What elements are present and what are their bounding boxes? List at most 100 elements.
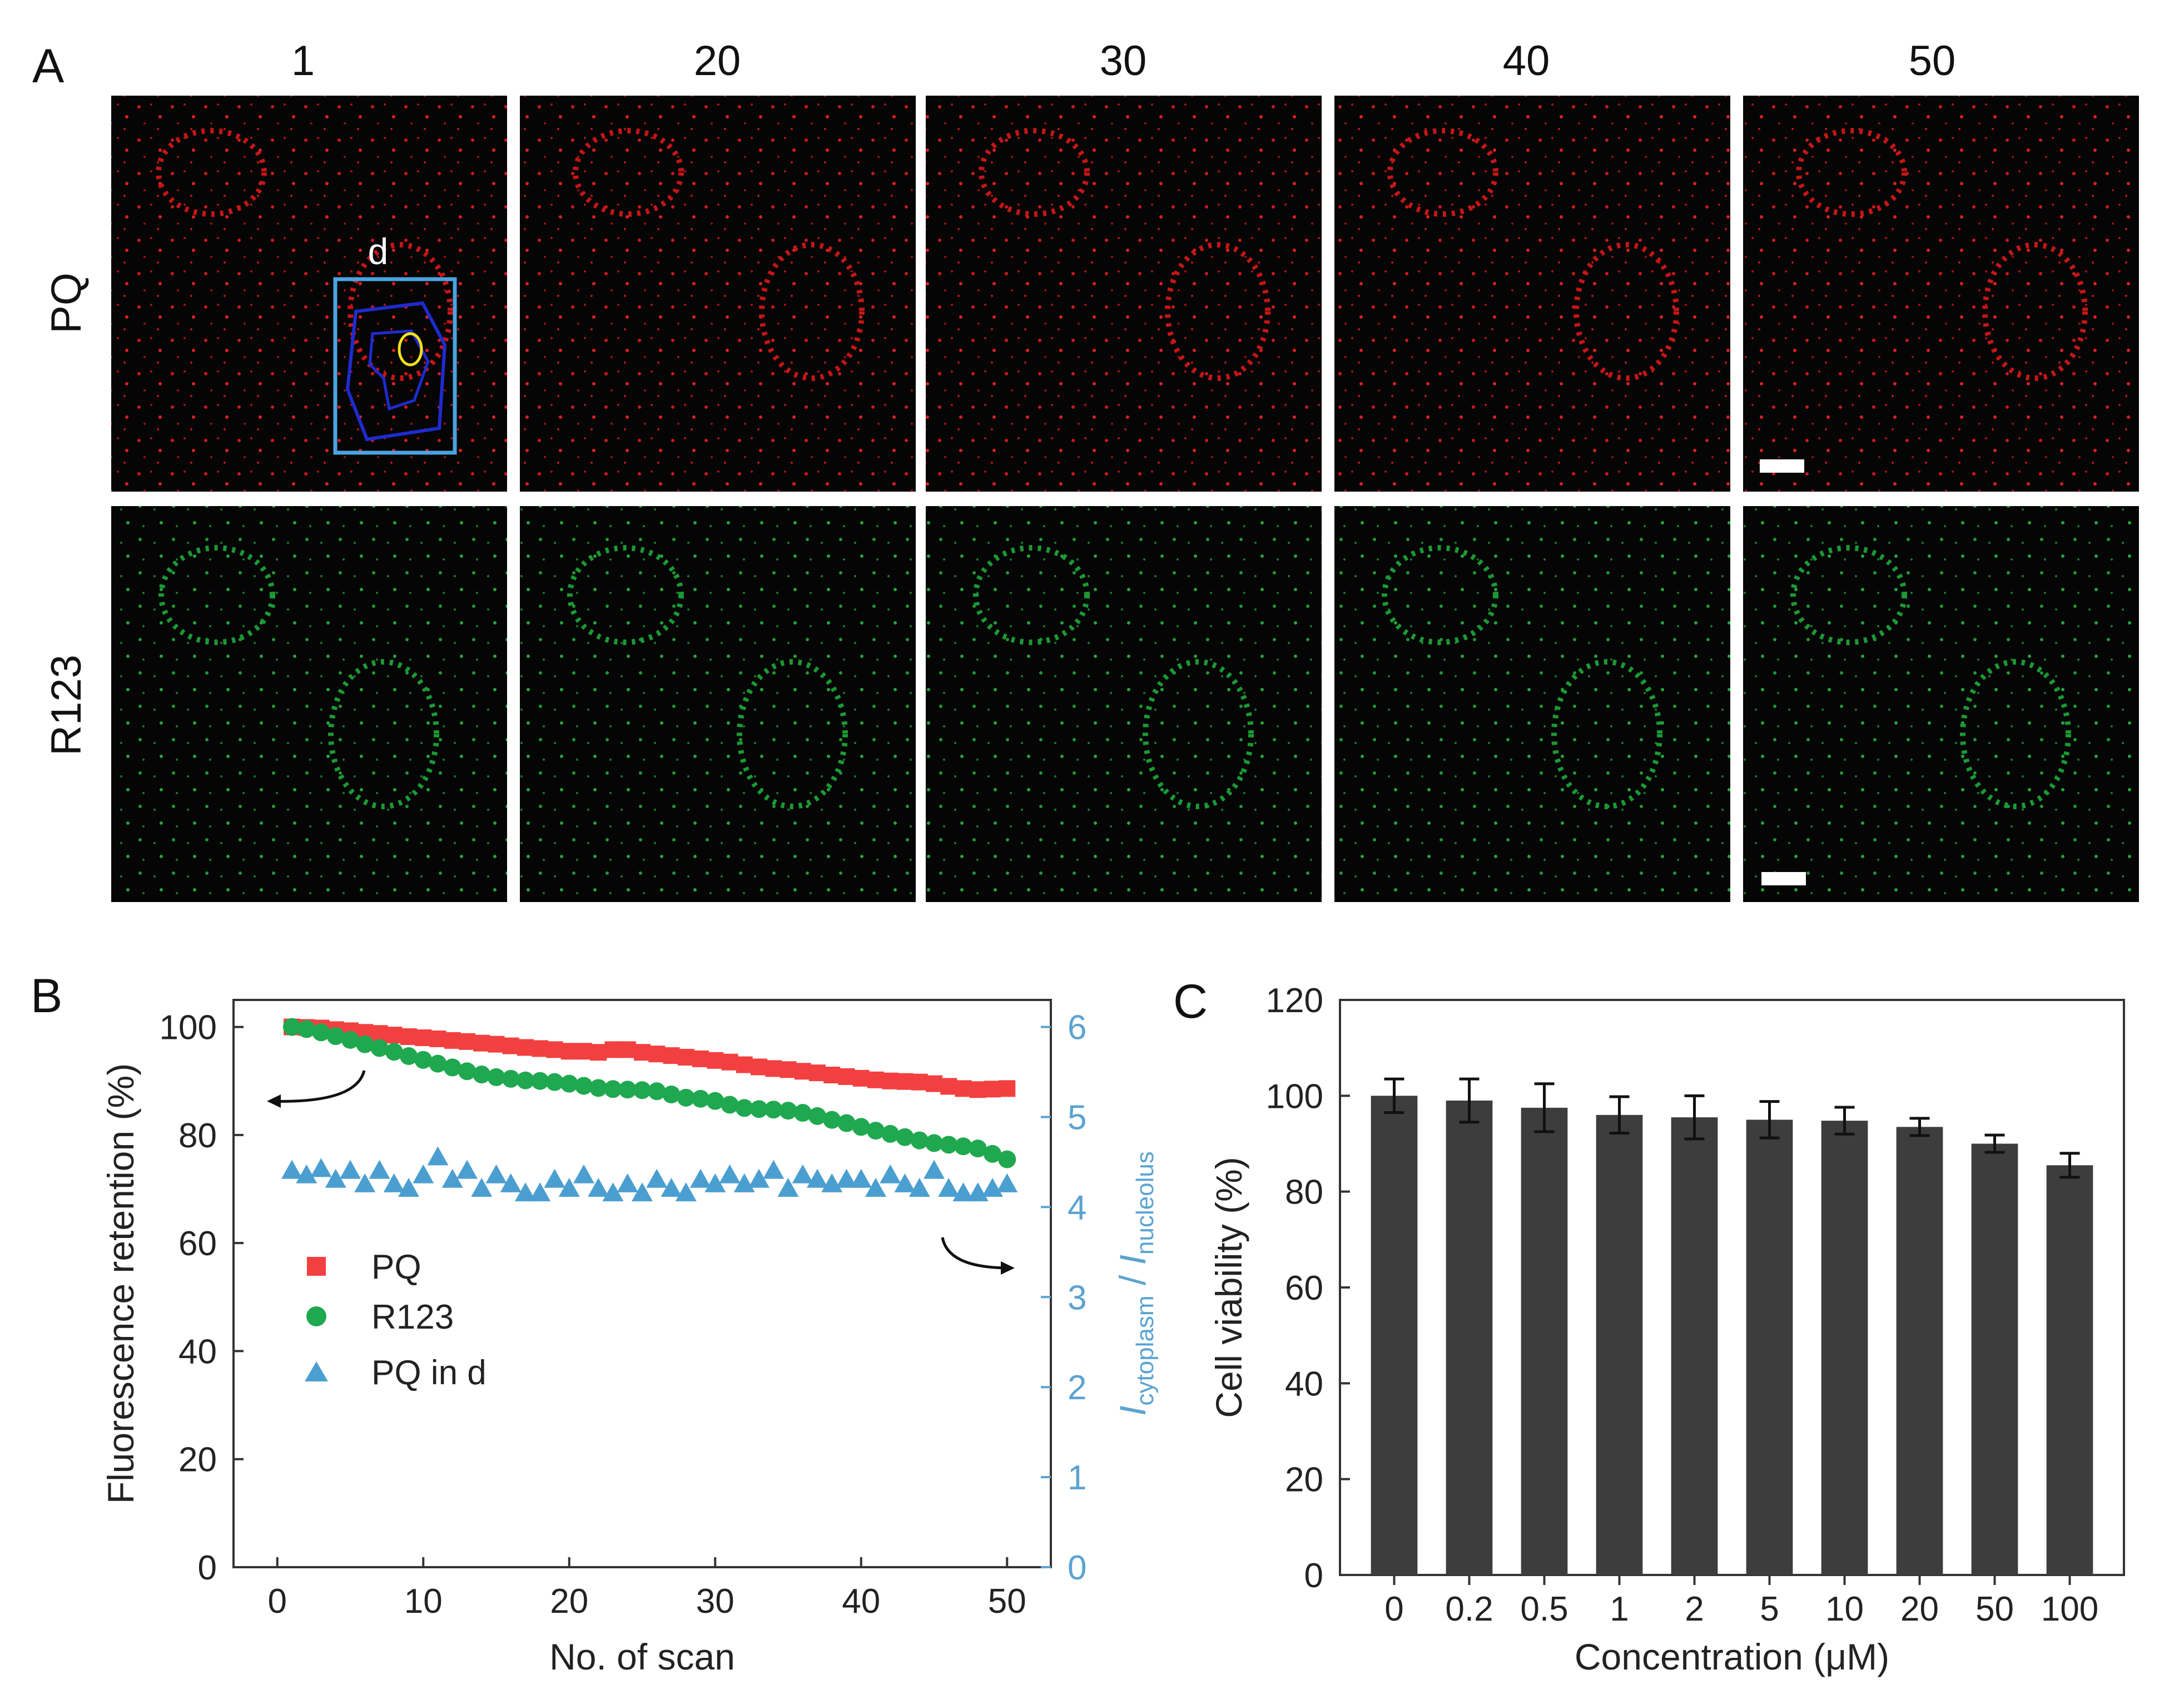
data-point	[794, 1063, 811, 1080]
data-point	[765, 1101, 783, 1119]
chart-c-x-tick-label: 1	[1610, 1590, 1629, 1628]
data-point	[575, 1077, 593, 1095]
data-point	[369, 1160, 390, 1179]
chart-b-right-tick-label: 1	[1068, 1459, 1086, 1497]
bar-0	[1371, 1096, 1418, 1575]
data-point	[488, 1036, 505, 1053]
legend-label-pq: PQ	[371, 1248, 421, 1286]
row-label-pq: PQ	[43, 273, 90, 334]
r123-scale-bar	[1761, 872, 1806, 885]
data-point	[590, 1044, 607, 1061]
data-point	[443, 1058, 461, 1077]
data-point	[926, 1075, 942, 1092]
series-pq-in-d	[281, 1146, 1018, 1202]
data-point	[998, 1150, 1016, 1168]
data-point	[896, 1073, 914, 1090]
panel-a-letter: A	[32, 39, 64, 93]
chart-c-bars	[1371, 1077, 2093, 1575]
chart-b-y-tick-label: 0	[198, 1549, 217, 1587]
data-point	[721, 1053, 738, 1071]
data-point	[911, 1073, 928, 1091]
chart-c-y-axis: 0 20 40 60 80 100 120	[1266, 982, 1350, 1595]
data-point	[427, 1146, 449, 1166]
data-point	[485, 1164, 507, 1183]
chart-b-right-tick-label: 3	[1068, 1279, 1086, 1317]
data-point	[662, 1086, 681, 1103]
data-point	[751, 1058, 767, 1076]
left-axis-arrowhead	[267, 1094, 281, 1108]
data-point	[558, 1178, 580, 1197]
legend-label-pq-in-d: PQ in d	[371, 1354, 487, 1392]
column-label-1: 1	[291, 37, 315, 85]
data-point	[823, 1111, 841, 1129]
bar-2	[1671, 1117, 1718, 1575]
data-point	[326, 1027, 345, 1046]
data-point	[735, 1099, 753, 1117]
data-point	[838, 1068, 855, 1085]
data-point	[969, 1081, 986, 1098]
data-point	[996, 1173, 1018, 1192]
data-point	[938, 1178, 960, 1197]
chart-b-legend: PQ R123 PQ in d	[305, 1248, 487, 1392]
chart-c-y-tick-label: 60	[1285, 1269, 1323, 1307]
data-point	[925, 1134, 943, 1152]
left-axis-arrow	[269, 1070, 366, 1103]
chart-c-x-tick-label: 50	[1975, 1590, 2014, 1628]
chart-b-x-tick-label: 0	[268, 1582, 287, 1621]
chart-c-x-tick-label: 0.2	[1445, 1590, 1493, 1628]
pq-scale-bar	[1760, 459, 1804, 473]
data-point	[704, 1173, 726, 1192]
right-axis-arrowhead	[1001, 1261, 1015, 1275]
right-axis-arrow	[941, 1237, 1010, 1270]
data-point	[852, 1118, 870, 1136]
data-point	[632, 1182, 653, 1202]
chart-b-right-tick-label: 4	[1068, 1188, 1086, 1227]
data-point	[836, 1168, 857, 1188]
data-point	[850, 1168, 872, 1188]
data-point	[429, 1054, 447, 1073]
data-point	[459, 1033, 475, 1050]
data-point	[370, 1039, 389, 1057]
chart-c-x-tick-label: 20	[1900, 1590, 1939, 1628]
data-point	[429, 1030, 446, 1047]
data-point	[880, 1164, 901, 1183]
r123-micrograph-scan-1	[111, 506, 507, 902]
data-point	[588, 1178, 609, 1197]
data-point	[529, 1182, 551, 1202]
roi-d-cell-boundary	[345, 301, 447, 442]
data-point	[296, 1164, 317, 1183]
data-point	[690, 1168, 711, 1188]
data-point	[500, 1173, 522, 1192]
data-point	[414, 1051, 433, 1069]
data-point	[867, 1122, 885, 1140]
data-point	[663, 1047, 680, 1064]
data-point	[441, 1168, 463, 1188]
bar-0.5	[1521, 1107, 1568, 1575]
data-point	[458, 1062, 476, 1081]
data-point	[792, 1164, 813, 1183]
bar-1	[1596, 1114, 1643, 1575]
chart-b-x-tick-label: 30	[696, 1582, 734, 1621]
data-point	[400, 1028, 417, 1046]
data-point	[692, 1050, 709, 1067]
data-point	[502, 1069, 520, 1088]
data-point	[602, 1182, 624, 1202]
pq-micrograph-scan-30	[926, 96, 1322, 492]
data-point	[560, 1074, 578, 1093]
data-point	[955, 1080, 972, 1097]
pq-micrograph-scan-20	[520, 96, 916, 492]
data-point	[823, 1067, 841, 1084]
data-point	[706, 1092, 724, 1110]
bar-0.2	[1446, 1100, 1493, 1575]
data-point	[340, 1160, 361, 1179]
data-point	[865, 1178, 886, 1197]
right-label-i1: I	[1112, 1406, 1153, 1416]
chart-c-y-tick-label: 80	[1285, 1173, 1323, 1212]
data-point	[456, 1160, 478, 1179]
data-point	[371, 1025, 388, 1042]
data-point	[648, 1082, 666, 1101]
data-point	[618, 1081, 637, 1099]
data-point	[896, 1128, 914, 1146]
chart-b-x-label: No. of scan	[549, 1636, 735, 1677]
